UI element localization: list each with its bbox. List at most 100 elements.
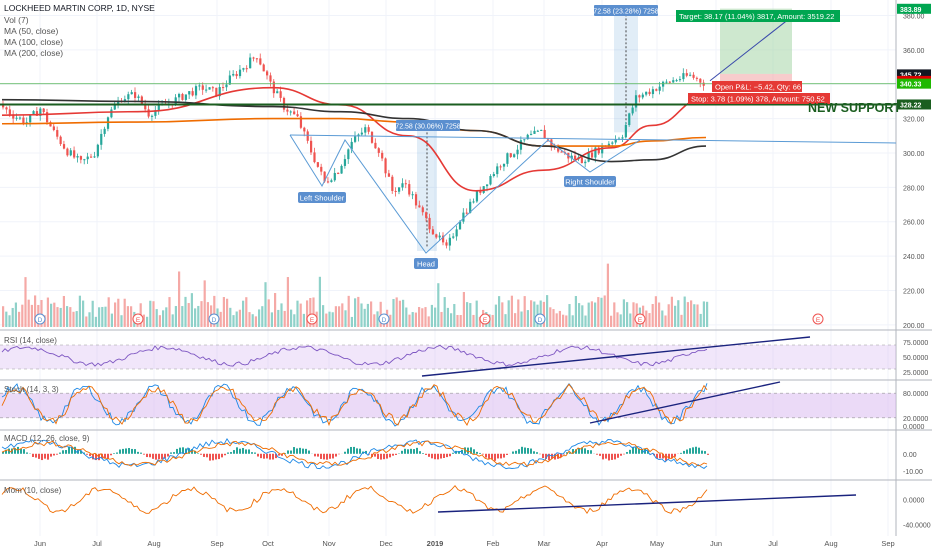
candle-body — [110, 110, 112, 118]
time-tick-label: Oct — [262, 539, 275, 548]
volume-bar — [69, 307, 71, 327]
macd-histogram-bar — [113, 453, 115, 454]
price-badge-label: 340.33 — [900, 82, 922, 89]
candle-body — [540, 130, 542, 131]
macd-histogram-bar — [380, 454, 382, 460]
macd-histogram-bar — [302, 449, 304, 454]
volume-bar — [668, 304, 670, 327]
indicator-ma100[interactable]: MA (100, close) — [4, 37, 63, 47]
volume-bar — [373, 314, 375, 327]
candle-body — [340, 166, 342, 174]
indicator-vol[interactable]: Vol (7) — [4, 15, 29, 25]
macd-histogram-bar — [635, 447, 637, 453]
macd-histogram-bar — [263, 454, 265, 459]
macd-histogram-bar — [236, 447, 238, 453]
volume-bar — [431, 305, 433, 327]
candle-body — [256, 58, 258, 59]
candle-body — [686, 73, 688, 76]
macd-histogram-bar — [617, 454, 619, 458]
volume-bar — [476, 301, 478, 327]
candle-body — [655, 89, 657, 91]
macd-histogram-bar — [212, 454, 214, 461]
macd-histogram-bar — [698, 448, 700, 454]
volume-bar — [604, 295, 606, 327]
volume-bar — [162, 310, 164, 327]
volume-bar — [581, 305, 583, 327]
macd-histogram-bar — [317, 454, 319, 457]
volume-bar — [661, 310, 663, 327]
candle-body — [9, 109, 11, 114]
volume-bar — [92, 301, 94, 327]
macd-histogram-bar — [692, 447, 694, 453]
volume-bar — [114, 302, 116, 327]
mom-title[interactable]: Mom (10, close) — [4, 486, 62, 495]
volume-bar — [447, 308, 449, 327]
macd-histogram-bar — [116, 452, 118, 453]
macd-histogram-bar — [437, 454, 439, 460]
macd-histogram-bar — [53, 454, 55, 456]
price-axis[interactable]: 380.00360.00340.00320.00300.00280.00260.… — [897, 4, 931, 330]
volume-bar — [239, 310, 241, 327]
macd-histogram-bar — [446, 454, 448, 457]
indicator-ma200[interactable]: MA (200, close) — [4, 48, 63, 58]
chart-title: LOCKHEED MARTIN CORP, 1D, NYSE — [4, 3, 155, 13]
candle-body — [239, 70, 241, 76]
macd-histogram-bar — [428, 454, 430, 457]
volume-bar — [463, 292, 465, 327]
stoch-title[interactable]: Stoch (14, 3, 3) — [4, 385, 59, 394]
volume-bar — [396, 297, 398, 327]
candle-body — [307, 131, 309, 140]
candle-body — [148, 109, 150, 116]
candle-body — [439, 236, 441, 238]
macd-title[interactable]: MACD (12, 26, close, 9) — [4, 434, 90, 443]
candle-body — [181, 94, 183, 100]
event-marker-label: E — [816, 317, 821, 324]
macd-histogram-bar — [167, 454, 169, 457]
volume-bar — [101, 307, 103, 327]
volume-bar — [556, 313, 558, 327]
candle-body — [662, 82, 664, 87]
candle-body — [280, 91, 282, 98]
macd-histogram-bar — [119, 450, 121, 454]
rsi-tick-label: 75.0000 — [903, 340, 928, 347]
volume-bar — [552, 309, 554, 327]
new-support-label: NEW SUPPORT — [808, 101, 901, 115]
macd-histogram-bar — [56, 454, 58, 455]
volume-bar — [319, 277, 321, 327]
macd-histogram-bar — [449, 454, 451, 456]
momentum-tick-label: 0.0000 — [903, 498, 925, 505]
volume-bar — [421, 308, 423, 327]
macd-histogram-bar — [524, 448, 526, 454]
candle-body — [384, 158, 386, 173]
open-pl-label: Open P&L: −5.42, Qty: 66 — [712, 81, 802, 92]
macd-histogram-bar — [125, 448, 127, 453]
volume-bar — [572, 315, 574, 327]
macd-histogram-bar — [632, 447, 634, 453]
time-tick-label: Sep — [881, 539, 894, 548]
stoch-tick-label: 80.0000 — [903, 391, 928, 398]
candle-body — [591, 152, 593, 157]
macd-histogram-bar — [104, 454, 106, 458]
candle-body — [252, 58, 254, 59]
macd-histogram-bar — [356, 448, 358, 453]
volume-bar — [24, 277, 26, 327]
price-tick-label: 220.00 — [903, 288, 925, 295]
volume-bar — [204, 280, 206, 327]
volume-bar — [562, 315, 564, 327]
candle-body — [344, 159, 346, 166]
candle-body — [530, 134, 532, 135]
macd-histogram-bar — [65, 450, 67, 454]
candle-body — [611, 142, 613, 143]
volume-bar — [242, 301, 244, 327]
macd-histogram-bar — [239, 449, 241, 454]
volume-bar — [370, 301, 372, 327]
volume-bar — [178, 271, 180, 327]
rsi-title[interactable]: RSI (14, close) — [4, 336, 57, 345]
indicator-ma50[interactable]: MA (50, close) — [4, 26, 58, 36]
macd-histogram-bar — [503, 454, 505, 458]
candle-body — [97, 145, 99, 157]
candle-body — [500, 166, 502, 167]
event-marker-label: D — [382, 317, 387, 324]
